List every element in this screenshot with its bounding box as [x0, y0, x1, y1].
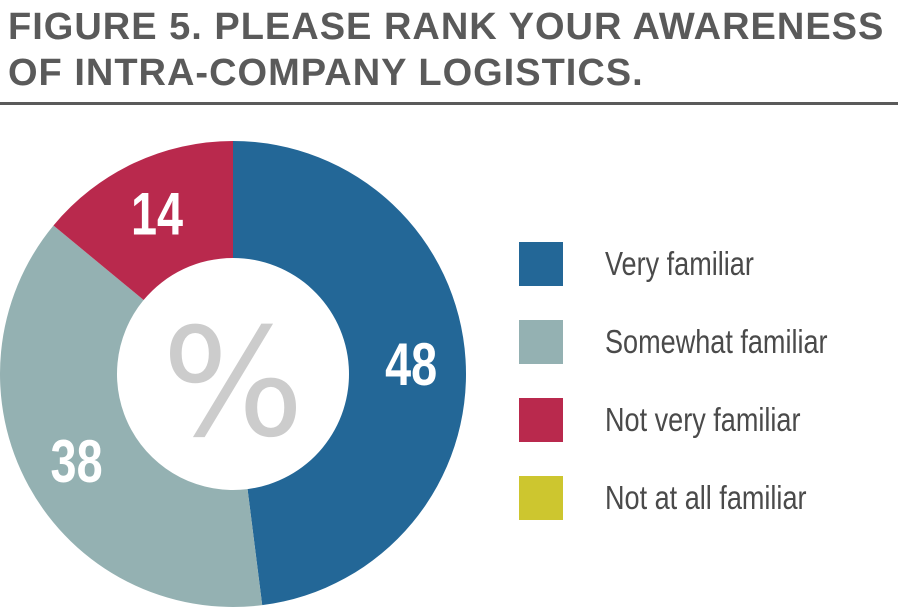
legend-item: Very familiar [519, 242, 889, 286]
legend-swatch [519, 320, 563, 364]
legend-swatch [519, 476, 563, 520]
legend-item: Not at all familiar [519, 476, 889, 520]
legend-label: Not at all familiar [605, 479, 807, 516]
donut-slice-not-very-familiar [53, 141, 233, 301]
chart-title: FIGURE 5. PLEASE RANK YOUR AWARENESS OF … [8, 4, 888, 96]
center-percent-label: % [162, 297, 305, 471]
slice-value-label: 38 [51, 428, 103, 495]
donut-chart: 48 38 14 % [0, 141, 467, 607]
donut-slice-somewhat-familiar [0, 225, 263, 607]
legend-item: Somewhat familiar [519, 320, 889, 364]
legend-label: Somewhat familiar [605, 323, 828, 360]
donut-slices [0, 141, 467, 607]
chart-title-line-2: OF INTRA-COMPANY LOGISTICS. [8, 52, 644, 94]
donut-slice-very-familiar [233, 141, 467, 606]
slice-value-label: 14 [131, 181, 183, 248]
legend-label: Not very familiar [605, 401, 801, 438]
legend-swatch [519, 242, 563, 286]
legend-item: Not very familiar [519, 398, 889, 442]
slice-value-label: 48 [385, 331, 437, 398]
title-divider [0, 102, 898, 105]
donut-slice-labels: 48 38 14 [51, 181, 438, 495]
chart-title-line-1: FIGURE 5. PLEASE RANK YOUR AWARENESS [8, 6, 885, 48]
legend-swatch [519, 398, 563, 442]
legend-label: Very familiar [605, 245, 754, 282]
